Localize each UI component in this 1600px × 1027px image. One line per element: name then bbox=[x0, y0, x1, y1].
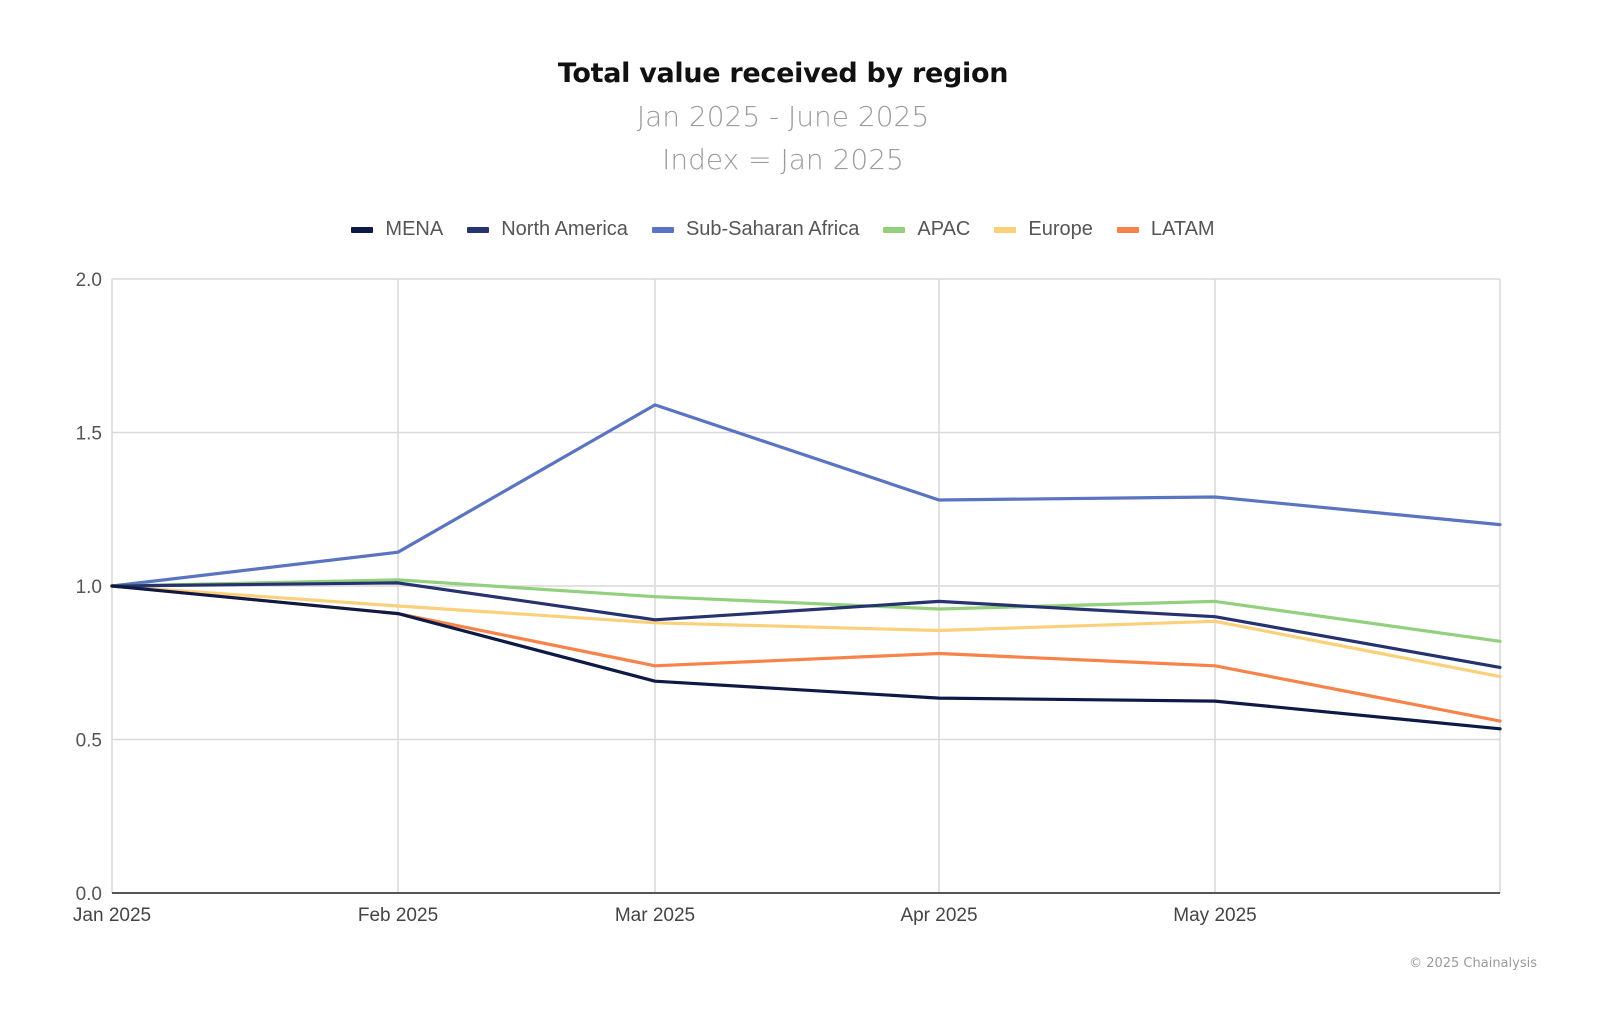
series-line-mena bbox=[110, 584, 1502, 731]
legend-item-latam[interactable]: LATAM bbox=[1116, 218, 1215, 241]
legend-item-apac[interactable]: APAC bbox=[883, 218, 970, 241]
legend-swatch-north-america bbox=[467, 226, 490, 233]
legend-swatch-sub-saharan-africa bbox=[651, 226, 674, 233]
y-tick-label: 1.0 bbox=[76, 577, 102, 598]
legend-item-mena[interactable]: MENA bbox=[351, 218, 443, 241]
legend-label-north-america: North America bbox=[501, 218, 628, 240]
x-tick-label: Apr 2025 bbox=[900, 905, 977, 926]
copyright-footer: © 2025 Chainalysis bbox=[1409, 956, 1537, 971]
legend-swatch-europe bbox=[994, 226, 1017, 233]
legend-label-apac: APAC bbox=[917, 218, 971, 240]
legend-label-latam: LATAM bbox=[1150, 218, 1215, 240]
x-tick-label: Feb 2025 bbox=[358, 905, 438, 926]
x-tick-label: Mar 2025 bbox=[615, 905, 695, 926]
legend-swatch-latam bbox=[1116, 226, 1139, 233]
y-tick-label: 0.5 bbox=[76, 731, 102, 752]
legend-item-north-america[interactable]: North America bbox=[467, 218, 628, 241]
legend-item-sub-saharan-africa[interactable]: Sub-Saharan Africa bbox=[651, 218, 860, 241]
legend: MENA North America Sub-Saharan Africa AP… bbox=[0, 218, 1566, 241]
y-tick-label: 1.5 bbox=[76, 424, 102, 445]
legend-label-sub-saharan-africa: Sub-Saharan Africa bbox=[685, 218, 860, 240]
y-tick-label: 0.0 bbox=[76, 884, 102, 905]
chart-title: Total value received by region bbox=[557, 58, 1009, 89]
legend-item-europe[interactable]: Europe bbox=[994, 218, 1093, 241]
chart-subtitle-date-range: Jan 2025 - June 2025 bbox=[636, 100, 930, 133]
legend-label-mena: MENA bbox=[385, 218, 444, 240]
legend-swatch-mena bbox=[351, 226, 374, 233]
y-tick-label: 2.0 bbox=[76, 270, 102, 291]
series-line-apac bbox=[110, 578, 1502, 643]
chart-subtitle-index: Index = Jan 2025 bbox=[662, 143, 904, 176]
x-tick-label: May 2025 bbox=[1173, 905, 1256, 926]
legend-swatch-apac bbox=[883, 226, 906, 233]
legend-label-europe: Europe bbox=[1028, 218, 1093, 240]
series-line-sub-saharan-africa bbox=[110, 403, 1502, 588]
x-tick-label: Jan 2025 bbox=[73, 905, 151, 926]
series-line-europe bbox=[110, 584, 1502, 679]
series-line-north-america bbox=[110, 581, 1502, 670]
